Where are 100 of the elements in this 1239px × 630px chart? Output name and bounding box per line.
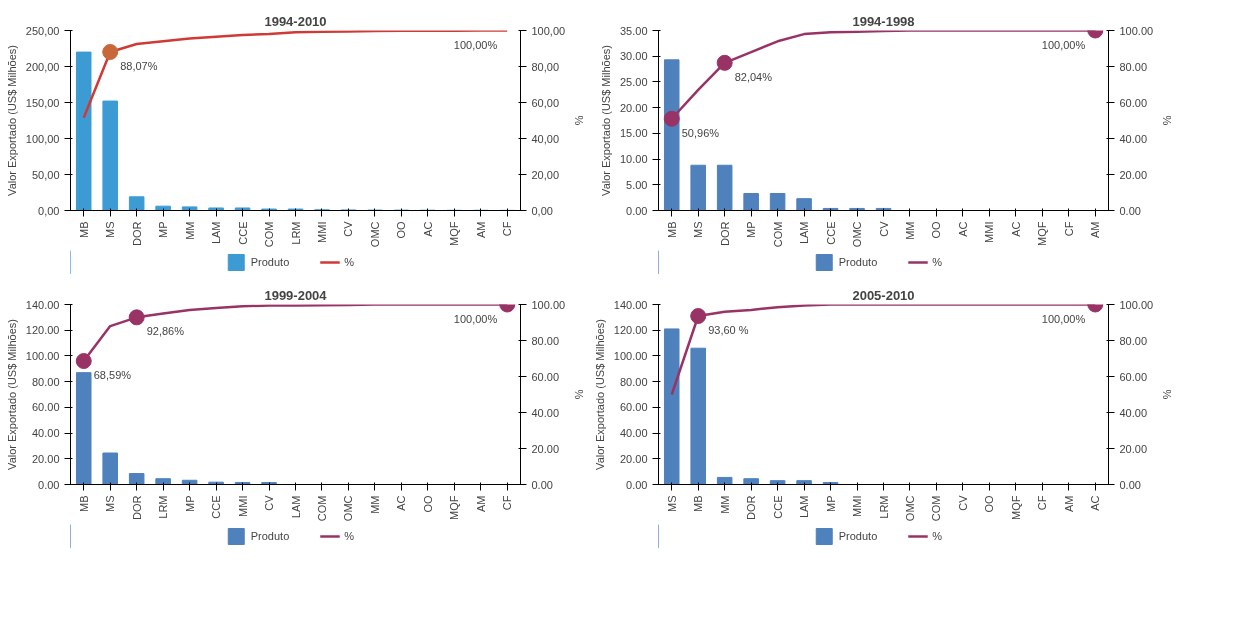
x-tick-label: LRM	[157, 495, 170, 519]
x-tick-label: OMC	[342, 495, 355, 522]
y-tick-label: 0.00	[626, 478, 648, 491]
y2-tick-label: 20.00	[1119, 168, 1148, 181]
y-tick-label: 140.00	[613, 298, 648, 311]
y-tick-label: 0.00	[626, 204, 648, 217]
x-tick-label: DOR	[718, 221, 731, 246]
y-tick-label: 0,00	[38, 204, 60, 217]
x-tick-label: OMC	[851, 221, 864, 248]
y2-axis-title: %	[573, 389, 586, 400]
y-tick-label: 25.00	[619, 75, 648, 88]
y2-tick-label: 20.00	[1119, 442, 1148, 455]
legend-label: Produto	[838, 256, 878, 268]
y2-axis-title: %	[573, 115, 586, 126]
y-tick-label: 15.00	[619, 127, 648, 140]
data-label: 100,00%	[1041, 38, 1086, 51]
y-tick-label: 80.00	[31, 375, 60, 388]
y2-tick-label: 100.00	[1119, 24, 1154, 37]
y2-tick-label: 20.00	[531, 442, 560, 455]
x-tick-label: MM	[183, 221, 196, 240]
x-tick-label: OO	[983, 495, 996, 513]
y-tick-label: 100.00	[613, 349, 648, 362]
x-tick-label: AM	[1062, 495, 1075, 512]
y-tick-label: 200,00	[25, 60, 60, 73]
y-tick-label: 150,00	[25, 96, 60, 109]
x-tick-label: LRM	[289, 221, 302, 245]
y2-tick-label: 80.00	[1119, 334, 1148, 347]
x-tick-label: MMI	[315, 221, 328, 243]
y-tick-label: 120.00	[613, 324, 648, 337]
x-tick-label: MS	[692, 221, 705, 238]
y2-tick-label: 0.00	[1119, 204, 1141, 217]
x-tick-label: MB	[665, 221, 678, 238]
x-tick-label: MQF	[448, 221, 461, 246]
x-tick-label: MP	[824, 495, 837, 512]
y-tick-label: 10.00	[619, 153, 648, 166]
y2-tick-label: 100.00	[1119, 298, 1154, 311]
y-tick-label: 60.00	[31, 401, 60, 414]
x-tick-label: AC	[421, 221, 434, 237]
x-tick-label: CCE	[824, 221, 837, 245]
x-tick-label: MB	[692, 495, 705, 512]
y-tick-label: 50,00	[31, 168, 60, 181]
legend-label: Produto	[250, 256, 290, 268]
y2-tick-label: 80,00	[531, 60, 560, 73]
y-tick-label: 35.00	[619, 24, 648, 37]
y2-tick-label: 60.00	[1119, 96, 1148, 109]
chart-title: 2005-2010	[852, 287, 915, 303]
x-tick-label: AC	[956, 221, 969, 237]
x-tick-label: LAM	[798, 495, 811, 519]
y-axis-title: Valor Exportado (US$ Milhões)	[5, 45, 18, 196]
x-tick-label: OO	[930, 221, 943, 239]
x-tick-label: COM	[930, 495, 943, 522]
x-tick-label: CF	[501, 221, 514, 237]
x-tick-label: MMI	[236, 495, 249, 517]
x-tick-label: MMI	[851, 495, 864, 517]
x-tick-label: AM	[474, 221, 487, 238]
y2-tick-label: 100,00	[531, 24, 566, 37]
y-tick-label: 100.00	[25, 349, 60, 362]
y-tick-label: 120.00	[25, 324, 60, 337]
legend-label: %	[932, 530, 944, 542]
x-tick-label: MS	[104, 221, 117, 238]
y2-tick-label: 60.00	[1119, 370, 1148, 383]
legend-label: %	[344, 256, 356, 268]
y-tick-label: 60.00	[619, 401, 648, 414]
x-tick-label: COM	[771, 221, 784, 248]
x-tick-label: DOR	[130, 495, 143, 520]
x-tick-label: COM	[263, 221, 276, 248]
x-tick-label: OO	[395, 221, 408, 239]
legend-label: %	[344, 530, 356, 542]
x-tick-label: CV	[263, 494, 276, 511]
x-tick-label: OO	[421, 495, 434, 513]
y-tick-label: 30.00	[619, 50, 648, 63]
chart-title: 1999-2004	[264, 287, 328, 303]
legend-label: Produto	[250, 530, 290, 542]
y-tick-label: 0.00	[38, 478, 60, 491]
y2-axis-title: %	[1161, 115, 1174, 126]
y2-tick-label: 40.00	[531, 406, 560, 419]
x-tick-label: MS	[665, 495, 678, 512]
x-tick-label: MM	[368, 495, 381, 514]
x-tick-label: OMC	[903, 495, 916, 522]
y2-tick-label: 100.00	[531, 298, 566, 311]
x-tick-label: CCE	[771, 495, 784, 519]
x-tick-label: CF	[1062, 221, 1075, 237]
legend-label: Produto	[838, 530, 878, 542]
x-tick-label: CV	[877, 220, 890, 237]
x-tick-label: MB	[77, 221, 90, 238]
y-tick-label: 20.00	[619, 452, 648, 465]
chart-title: 1994-2010	[264, 13, 327, 29]
y-tick-label: 20.00	[619, 101, 648, 114]
x-tick-label: CF	[1036, 495, 1049, 511]
x-tick-label: CV	[956, 494, 969, 511]
x-tick-label: AC	[1009, 221, 1022, 237]
x-tick-label: MQF	[1009, 495, 1022, 520]
x-tick-label: MB	[77, 495, 90, 512]
data-label: 92,86%	[146, 325, 185, 338]
y2-tick-label: 60,00	[531, 96, 560, 109]
x-tick-label: MQF	[1036, 221, 1049, 246]
data-label: 100,00%	[453, 312, 498, 325]
x-tick-label: MP	[183, 495, 196, 512]
y-tick-label: 20.00	[31, 452, 60, 465]
x-tick-label: MP	[157, 221, 170, 238]
